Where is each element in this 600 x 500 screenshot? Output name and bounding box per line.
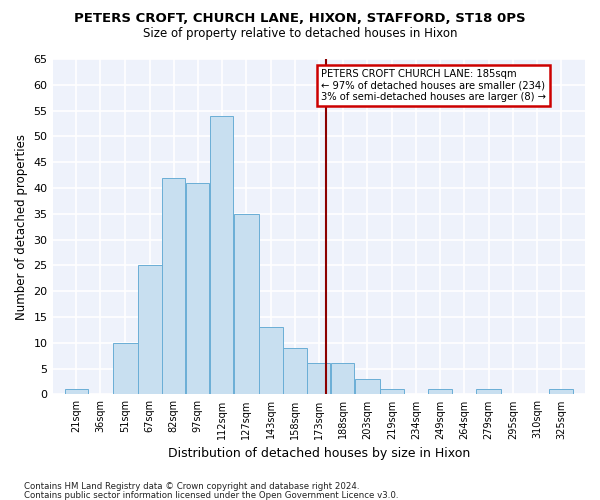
Bar xyxy=(331,364,355,394)
Bar xyxy=(162,178,185,394)
Text: PETERS CROFT, CHURCH LANE, HIXON, STAFFORD, ST18 0PS: PETERS CROFT, CHURCH LANE, HIXON, STAFFO… xyxy=(74,12,526,26)
Text: Size of property relative to detached houses in Hixon: Size of property relative to detached ho… xyxy=(143,28,457,40)
Bar xyxy=(476,390,501,394)
Bar xyxy=(234,214,259,394)
Text: Contains HM Land Registry data © Crown copyright and database right 2024.: Contains HM Land Registry data © Crown c… xyxy=(24,482,359,491)
Bar xyxy=(283,348,307,395)
Bar xyxy=(550,390,573,394)
Bar xyxy=(428,390,452,394)
Bar xyxy=(307,364,331,394)
Bar xyxy=(65,390,88,394)
Y-axis label: Number of detached properties: Number of detached properties xyxy=(15,134,28,320)
Text: Contains public sector information licensed under the Open Government Licence v3: Contains public sector information licen… xyxy=(24,491,398,500)
Bar xyxy=(259,328,283,394)
Bar xyxy=(380,390,404,394)
Bar xyxy=(113,343,137,394)
Bar xyxy=(138,266,161,394)
Bar xyxy=(355,379,380,394)
Bar xyxy=(210,116,233,394)
Text: PETERS CROFT CHURCH LANE: 185sqm
← 97% of detached houses are smaller (234)
3% o: PETERS CROFT CHURCH LANE: 185sqm ← 97% o… xyxy=(322,69,547,102)
Bar xyxy=(186,183,209,394)
X-axis label: Distribution of detached houses by size in Hixon: Distribution of detached houses by size … xyxy=(167,447,470,460)
